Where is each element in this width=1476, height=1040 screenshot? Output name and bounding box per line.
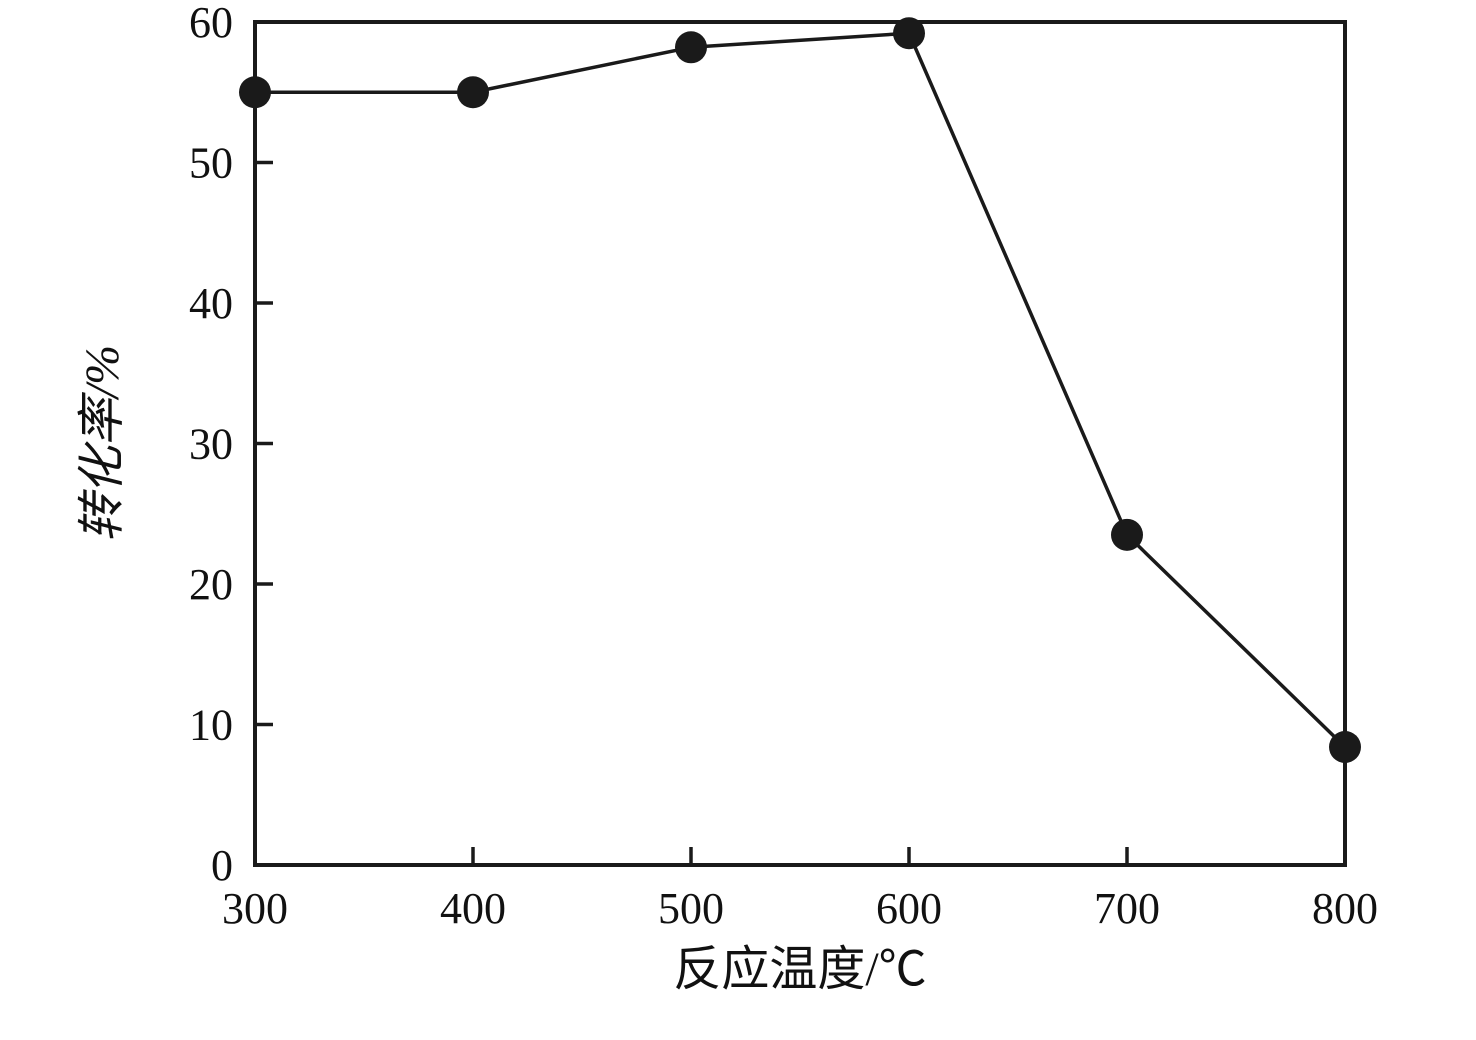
x-tick-label: 700 [1094,884,1160,933]
y-tick-label: 0 [211,841,233,890]
y-tick-label: 10 [189,701,233,750]
data-point [1111,518,1143,551]
x-axis-label: 反应温度/℃ [673,943,926,996]
y-tick-label: 20 [189,560,233,609]
data-point [457,76,489,109]
axis-frame [253,20,1347,867]
data-line [255,31,1347,749]
y-tick-label: 30 [189,420,233,469]
x-tick-label: 800 [1312,884,1378,933]
x-tick-label: 400 [440,884,506,933]
data-point [675,31,707,64]
y-tick-label: 60 [189,0,233,47]
y-tick-label: 50 [189,139,233,188]
x-tick-label: 500 [658,884,724,933]
data-point [239,76,271,109]
data-point [1329,730,1361,763]
y-axis-label: 转化率/% [76,345,129,542]
x-tick-label: 300 [222,884,288,933]
x-tick-label: 600 [876,884,942,933]
data-point [893,17,925,50]
y-tick-label: 40 [189,279,233,328]
